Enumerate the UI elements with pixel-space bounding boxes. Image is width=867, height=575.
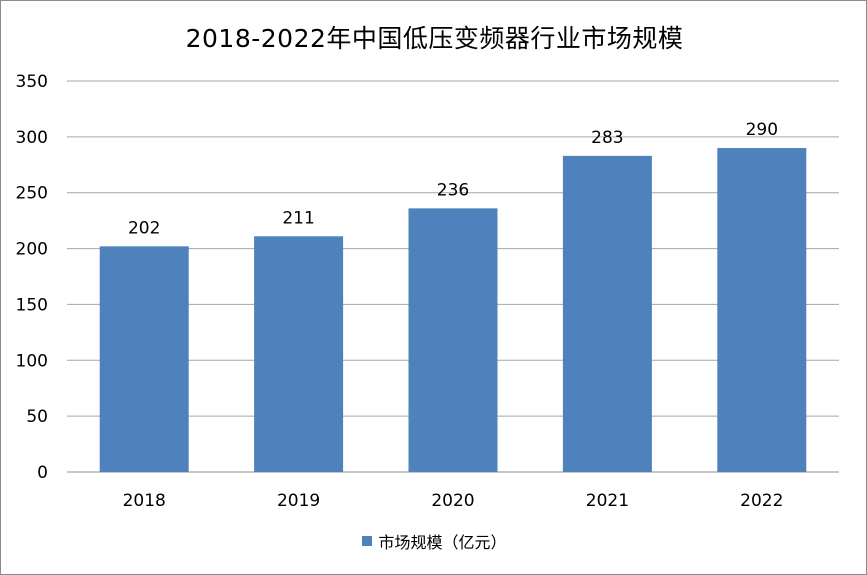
y-tick-label: 100 [16, 351, 48, 371]
x-tick-label: 2021 [586, 491, 629, 511]
x-tick-label: 2022 [740, 491, 783, 511]
data-label: 290 [746, 120, 778, 140]
y-tick-label: 250 [16, 184, 48, 204]
data-label: 283 [591, 128, 623, 148]
chart-title: 2018-2022年中国低压变频器行业市场规模 [185, 24, 684, 53]
y-tick-label: 150 [16, 295, 48, 315]
bar-2022 [717, 148, 807, 472]
y-tick-label: 50 [26, 407, 48, 427]
data-label: 211 [282, 208, 314, 228]
y-tick-label: 350 [16, 72, 48, 92]
x-tick-label: 2020 [431, 491, 474, 511]
y-tick-label: 200 [16, 240, 48, 260]
y-tick-label: 300 [16, 128, 48, 148]
bar-2019 [254, 236, 344, 472]
legend: 市场规模（亿元） [1, 529, 867, 553]
legend-label: 市场规模（亿元） [378, 533, 507, 552]
bar-2020 [408, 208, 498, 472]
bar-2018 [99, 246, 189, 472]
x-tick-label: 2019 [277, 491, 320, 511]
x-tick-label: 2018 [123, 491, 166, 511]
data-label: 236 [437, 180, 469, 200]
data-label: 202 [128, 218, 160, 238]
legend-swatch [362, 536, 373, 546]
y-tick-label: 0 [37, 463, 48, 483]
bar-2021 [562, 155, 652, 472]
